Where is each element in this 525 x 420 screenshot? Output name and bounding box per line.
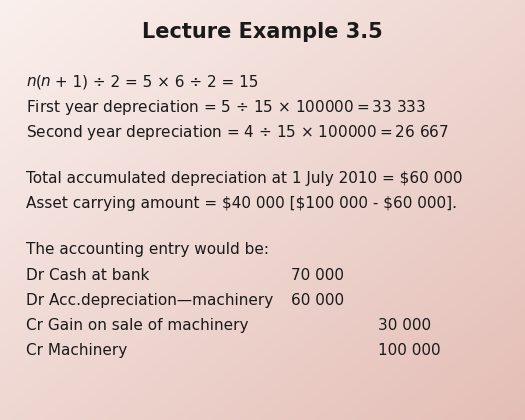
Text: Second year depreciation = 4 ÷ 15 × $100 000 = $26 667: Second year depreciation = 4 ÷ 15 × $100… <box>26 123 449 142</box>
Text: Dr Acc.depreciation—machinery: Dr Acc.depreciation—machinery <box>26 293 274 308</box>
Text: 70 000: 70 000 <box>291 268 344 283</box>
Text: n: n <box>26 74 36 89</box>
Text: 60 000: 60 000 <box>291 293 344 308</box>
Text: Total accumulated depreciation at 1 July 2010 = $60 000: Total accumulated depreciation at 1 July… <box>26 171 463 186</box>
Text: Asset carrying amount = $40 000 [$100 000 - $60 000].: Asset carrying amount = $40 000 [$100 00… <box>26 196 457 211</box>
Text: Lecture Example 3.5: Lecture Example 3.5 <box>142 21 383 42</box>
Text: + 1) ÷ 2 = 5 × 6 ÷ 2 = 15: + 1) ÷ 2 = 5 × 6 ÷ 2 = 15 <box>50 74 259 89</box>
Text: Cr Machinery: Cr Machinery <box>26 343 128 358</box>
Text: 100 000: 100 000 <box>378 343 440 358</box>
Text: 30 000: 30 000 <box>378 318 431 333</box>
Text: First year depreciation = 5 ÷ 15 × $100 000 = $33 333: First year depreciation = 5 ÷ 15 × $100 … <box>26 97 426 117</box>
Text: Dr Cash at bank: Dr Cash at bank <box>26 268 150 283</box>
Text: (: ( <box>36 74 41 89</box>
Text: n: n <box>41 74 50 89</box>
Text: Cr Gain on sale of machinery: Cr Gain on sale of machinery <box>26 318 249 333</box>
Text: The accounting entry would be:: The accounting entry would be: <box>26 242 269 257</box>
